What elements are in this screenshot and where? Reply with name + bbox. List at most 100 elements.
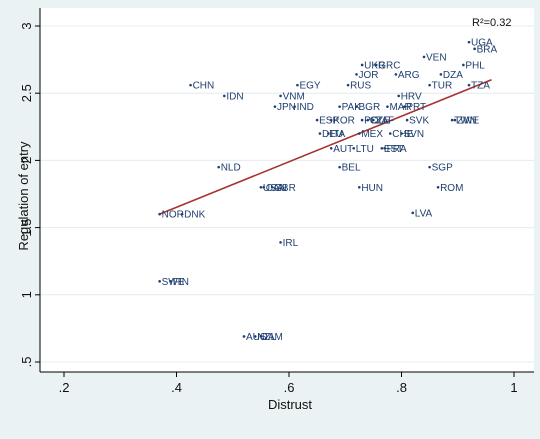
point-label: SVN bbox=[404, 129, 425, 140]
data-point bbox=[473, 47, 476, 51]
point-label: DNK bbox=[184, 210, 205, 221]
data-point bbox=[439, 73, 443, 76]
point-label: CAN bbox=[266, 183, 287, 194]
data-point bbox=[386, 105, 389, 108]
data-point bbox=[262, 185, 265, 189]
data-point bbox=[273, 105, 277, 108]
data-point bbox=[315, 118, 319, 122]
data-point bbox=[394, 73, 398, 76]
data-point bbox=[405, 118, 409, 122]
point-label: ROM bbox=[440, 183, 463, 194]
data-point bbox=[242, 335, 246, 338]
data-point bbox=[355, 105, 358, 108]
point-label: EGY bbox=[299, 81, 320, 92]
point-label: CHE bbox=[392, 129, 413, 140]
data-point bbox=[422, 55, 426, 59]
point-label: KOR bbox=[333, 116, 355, 127]
data-point bbox=[380, 147, 384, 150]
point-label: NZL bbox=[257, 332, 276, 343]
point-label: IRL bbox=[283, 238, 299, 249]
data-point bbox=[450, 118, 454, 122]
data-point bbox=[388, 132, 392, 135]
point-label: AUS bbox=[246, 332, 267, 343]
x-tick-label: 1 bbox=[510, 380, 517, 395]
point-label: SWE bbox=[162, 277, 185, 288]
point-label: JPN bbox=[277, 102, 296, 113]
point-label: USA bbox=[263, 183, 284, 194]
data-point bbox=[462, 63, 465, 67]
point-label: PAK bbox=[342, 102, 362, 113]
point-label: BRA bbox=[477, 44, 498, 55]
fit-line-group bbox=[159, 79, 492, 215]
point-label: FIN bbox=[173, 277, 189, 288]
x-tick-label: .4 bbox=[171, 380, 182, 395]
y-axis-title: Regulation of entry bbox=[16, 141, 31, 251]
point-label: ZWE bbox=[457, 116, 480, 127]
data-point bbox=[467, 40, 471, 44]
point-label: IDN bbox=[226, 91, 243, 102]
data-point bbox=[253, 335, 257, 338]
y-tick-label: 2.5 bbox=[19, 84, 34, 102]
point-label: IND bbox=[297, 102, 314, 113]
data-point bbox=[318, 132, 322, 135]
data-point bbox=[366, 118, 370, 122]
data-point bbox=[279, 94, 282, 98]
data-point bbox=[383, 147, 386, 150]
point-label: POL bbox=[364, 116, 384, 127]
point-label: HUN bbox=[361, 183, 383, 194]
data-point bbox=[428, 165, 431, 169]
x-axis-title: Distrust bbox=[268, 397, 312, 412]
point-label: BGR bbox=[359, 102, 381, 113]
data-point bbox=[158, 212, 161, 216]
point-label: LTU bbox=[356, 144, 374, 155]
point-label: FRA bbox=[387, 144, 407, 155]
data-point bbox=[217, 165, 220, 169]
data-point bbox=[358, 132, 361, 135]
y-tick-label: 1.5 bbox=[19, 219, 34, 237]
data-point bbox=[180, 212, 184, 216]
data-point bbox=[279, 241, 282, 244]
point-label: NLD bbox=[221, 163, 241, 174]
y-tick-label: 1 bbox=[19, 291, 34, 298]
fit-line bbox=[159, 79, 492, 215]
data-point bbox=[372, 118, 375, 122]
point-label: UGA bbox=[471, 38, 493, 49]
data-point bbox=[338, 105, 341, 108]
data-point bbox=[169, 280, 173, 283]
data-point bbox=[293, 105, 296, 108]
point-label: SVK bbox=[409, 116, 429, 127]
data-point bbox=[374, 63, 378, 67]
data-point bbox=[358, 185, 361, 189]
data-point bbox=[352, 147, 355, 150]
point-label: GRC bbox=[378, 60, 400, 71]
point-label: MAR bbox=[389, 102, 411, 113]
data-point bbox=[397, 94, 400, 98]
plot-area bbox=[40, 8, 534, 372]
point-label: MEX bbox=[361, 129, 383, 140]
point-label: GBR bbox=[274, 183, 296, 194]
data-point bbox=[270, 185, 274, 189]
y-tick-label: 2 bbox=[19, 157, 34, 164]
point-label: ARG bbox=[398, 70, 420, 81]
axes: .5 1 1.5 2 2.5 3 .2 .4 .6 .8 1 bbox=[19, 8, 534, 395]
data-point bbox=[403, 105, 406, 108]
point-label: ITA bbox=[330, 129, 345, 140]
point-label: JAM bbox=[263, 332, 283, 343]
data-point bbox=[327, 132, 330, 135]
point-label: TWN bbox=[454, 116, 477, 127]
point-label: LVA bbox=[415, 208, 433, 219]
data-point bbox=[189, 83, 192, 87]
point-label: JOR bbox=[359, 70, 379, 81]
gridlines bbox=[40, 25, 534, 363]
data-point bbox=[411, 211, 415, 215]
data-point bbox=[355, 73, 358, 76]
data-point bbox=[467, 83, 471, 87]
y-tick-label: .5 bbox=[19, 357, 34, 368]
y-tick-label: 3 bbox=[19, 22, 34, 29]
point-label: EST bbox=[384, 144, 403, 155]
data-point bbox=[346, 83, 350, 87]
point-label: PHL bbox=[465, 60, 485, 71]
point-label: VEN bbox=[426, 52, 447, 63]
point-label: DEU bbox=[322, 129, 343, 140]
point-label: AUT bbox=[333, 144, 353, 155]
